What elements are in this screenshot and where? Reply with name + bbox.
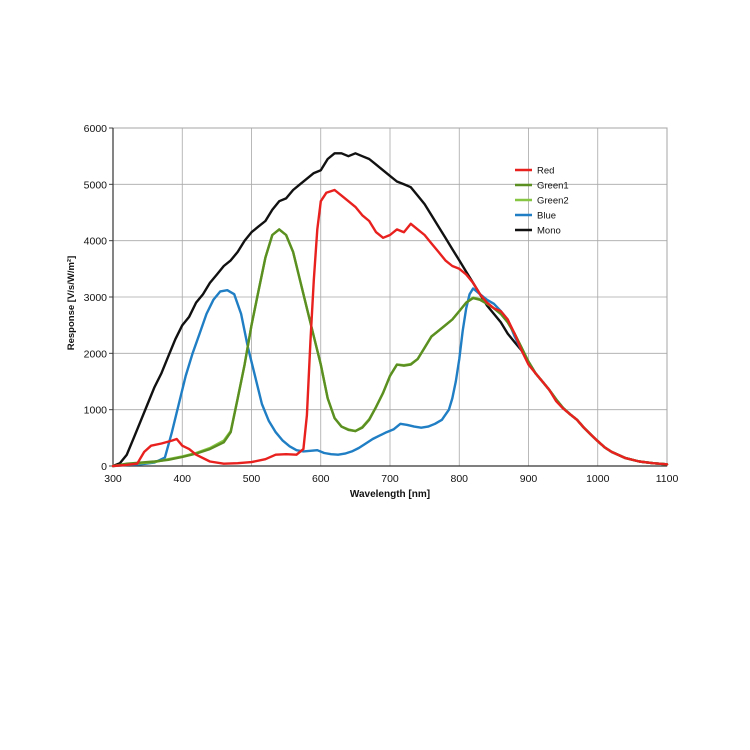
x-tick-label: 500 xyxy=(243,473,261,485)
spectral-response-chart: 300 400 500 600 700 800 900 1000 1100 0 1000 2000 30… xyxy=(66,123,679,500)
series-lines xyxy=(111,152,669,468)
series-line-red xyxy=(111,188,669,468)
x-tick-label: 600 xyxy=(312,473,330,485)
legend-label-green2: Green2 xyxy=(537,196,569,207)
y-tick-label: 0 xyxy=(101,461,107,473)
x-tick-label: 900 xyxy=(520,473,538,485)
legend-label-green1: Green1 xyxy=(537,181,569,192)
legend: Red Green1 Green2 Blue Mono xyxy=(515,166,569,237)
y-tick-label: 3000 xyxy=(84,292,108,304)
grid xyxy=(112,127,668,467)
legend-label-blue: Blue xyxy=(537,211,556,222)
x-tick-label: 400 xyxy=(173,473,191,485)
legend-label-mono: Mono xyxy=(537,226,561,237)
y-tick-label: 2000 xyxy=(84,348,108,360)
x-tick-label: 1100 xyxy=(656,473,679,485)
y-tick-label: 1000 xyxy=(84,405,108,417)
y-tick-label: 5000 xyxy=(84,179,108,191)
x-axis-label: Wavelength [nm] xyxy=(350,489,430,500)
y-tick-label: 6000 xyxy=(84,123,108,135)
x-tick-label: 1000 xyxy=(586,473,610,485)
legend-label-red: Red xyxy=(537,166,554,177)
chart-container: 300 400 500 600 700 800 900 1000 1100 0 1000 2000 30… xyxy=(60,116,688,508)
y-axis-label: Response [V/s/W/m²] xyxy=(66,256,77,351)
y-tick-label: 4000 xyxy=(84,236,108,248)
axes: 300 400 500 600 700 800 900 1000 1100 0 1000 2000 30… xyxy=(84,123,679,485)
x-tick-label: 300 xyxy=(104,473,122,485)
x-tick-label: 800 xyxy=(450,473,468,485)
x-tick-label: 700 xyxy=(381,473,399,485)
